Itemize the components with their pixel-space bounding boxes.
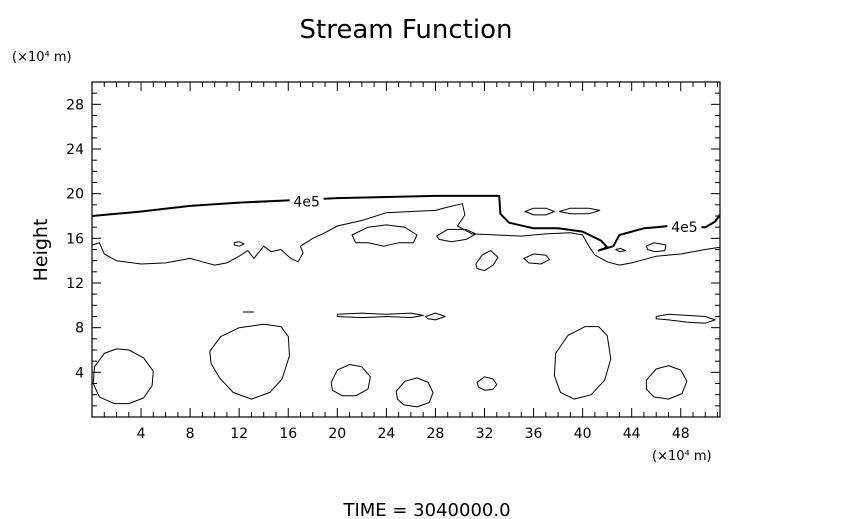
y-tick-label: 12 — [66, 276, 84, 292]
contour-line-19 — [476, 376, 498, 391]
x-tick-label: 24 — [377, 426, 395, 442]
axis-ticks — [91, 81, 720, 418]
x-tick-label: 4 — [137, 426, 146, 442]
y-tick-label: 24 — [66, 142, 84, 158]
contour-line-3 — [436, 228, 477, 243]
contour-line-4 — [475, 250, 499, 272]
contour-line-16 — [209, 323, 290, 400]
contour-line-13 — [425, 312, 446, 321]
contour-line-20 — [553, 326, 612, 400]
contour-line-21 — [645, 365, 688, 400]
time-footer: TIME = 3040000.0 — [342, 500, 510, 519]
x-tick-label: 8 — [186, 426, 195, 442]
y-unit-label: (×10⁴ m) — [12, 50, 72, 65]
y-tick-label: 8 — [75, 321, 84, 337]
plot-frame — [91, 81, 721, 418]
contour-label-bg-1 — [667, 219, 702, 236]
x-tick-label: 20 — [328, 426, 346, 442]
x-unit-label: (×10⁴ m) — [652, 449, 712, 464]
contour-line-2 — [351, 224, 418, 247]
contour-line-9 — [233, 241, 245, 247]
contour-line-10 — [615, 247, 627, 253]
contour-label-bg-0 — [289, 193, 324, 210]
x-tick-label: 36 — [525, 426, 543, 442]
y-tick-label: 20 — [66, 187, 84, 203]
contour-labels: 4e5 4e5 — [289, 193, 702, 236]
x-tick-label: 16 — [279, 426, 297, 442]
x-tick-label: 40 — [574, 426, 592, 442]
contour-line-8 — [558, 207, 601, 215]
contour-label-1: 4e5 — [671, 220, 697, 236]
x-tick-label: 44 — [623, 426, 641, 442]
contour-lines — [91, 194, 721, 408]
chart-title: Stream Function — [300, 15, 513, 45]
y-tick-label: 16 — [66, 231, 84, 247]
contour-label-0: 4e5 — [293, 194, 319, 210]
contour-line-1 — [91, 203, 721, 266]
contour-line-14 — [655, 313, 716, 324]
contour-line-6 — [645, 242, 667, 253]
y-tick-label: 4 — [75, 365, 84, 381]
contour-line-17 — [330, 364, 371, 397]
x-tick-label: 32 — [476, 426, 494, 442]
contour-line-18 — [395, 377, 434, 408]
contour-line-15 — [92, 348, 154, 405]
contour-line-12 — [336, 312, 424, 319]
x-tick-label: 28 — [427, 426, 445, 442]
contour-line-5 — [523, 253, 550, 265]
x-tick-label: 48 — [672, 426, 690, 442]
x-tick-label: 12 — [230, 426, 248, 442]
y-tick-label: 28 — [66, 97, 84, 113]
contour-line-7 — [524, 207, 555, 216]
y-axis-label: Height — [30, 219, 52, 282]
